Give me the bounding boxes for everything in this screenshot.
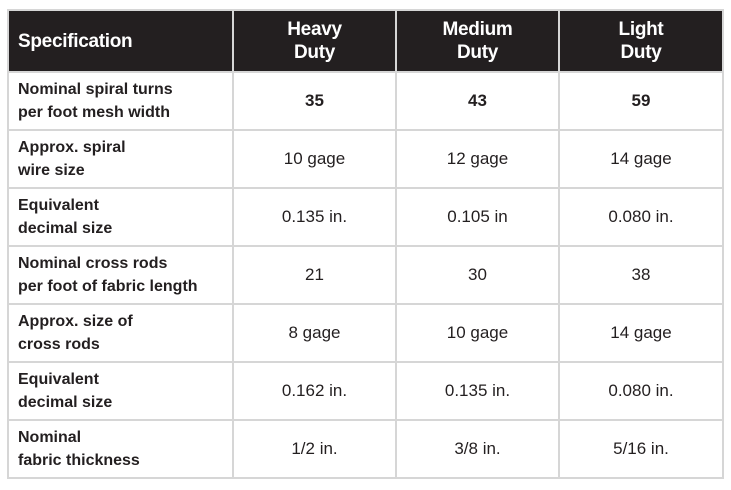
header-specification: Specification [7, 9, 234, 73]
cell-medium-duty: 10 gage [395, 303, 560, 363]
table-row: Approx. spiral wire size 10 gage 12 gage… [7, 129, 724, 189]
table-row: Equivalent decimal size 0.162 in. 0.135 … [7, 361, 724, 421]
cell-light-duty: 38 [558, 245, 724, 305]
row-label-line2: fabric thickness [18, 452, 140, 469]
cell-medium-duty: 3/8 in. [395, 419, 560, 479]
row-label-line1: Approx. spiral [18, 139, 126, 156]
row-label: Nominal cross rods per foot of fabric le… [7, 245, 234, 305]
header-light-duty-line2: Duty [620, 42, 662, 63]
cell-light-duty: 0.080 in. [558, 361, 724, 421]
row-label-line2: decimal size [18, 394, 113, 411]
cell-light-duty: 14 gage [558, 129, 724, 189]
table-row: Nominal fabric thickness 1/2 in. 3/8 in.… [7, 419, 724, 479]
cell-heavy-duty: 0.135 in. [232, 187, 397, 247]
table-row: Nominal cross rods per foot of fabric le… [7, 245, 724, 305]
cell-medium-duty: 0.105 in [395, 187, 560, 247]
row-label: Nominal spiral turns per foot mesh width [7, 71, 234, 131]
row-label-line2: wire size [18, 162, 85, 179]
table-row: Nominal spiral turns per foot mesh width… [7, 71, 724, 131]
row-label: Equivalent decimal size [7, 187, 234, 247]
header-heavy-duty-line2: Duty [293, 42, 336, 63]
row-label-line1: Equivalent [18, 371, 99, 388]
row-label-line1: Nominal cross rods [18, 255, 168, 272]
header-medium-duty: Medium Duty [395, 9, 560, 73]
header-light-duty: Light Duty [558, 9, 724, 73]
header-medium-duty-line1: Medium [442, 19, 513, 40]
cell-light-duty: 59 [558, 71, 724, 131]
cell-light-duty: 0.080 in. [558, 187, 724, 247]
table-row: Equivalent decimal size 0.135 in. 0.105 … [7, 187, 724, 247]
row-label-line2: per foot mesh width [18, 104, 170, 121]
row-label-line1: Nominal [18, 429, 82, 446]
header-light-duty-line1: Light [618, 19, 664, 40]
cell-heavy-duty: 0.162 in. [232, 361, 397, 421]
cell-heavy-duty: 8 gage [232, 303, 397, 363]
row-label: Approx. size of cross rods [7, 303, 234, 363]
row-label-line2: per foot of fabric length [18, 278, 198, 295]
spec-table-container: Specification Heavy Duty Medium Duty Lig… [7, 9, 724, 479]
header-heavy-duty: Heavy Duty [232, 9, 397, 73]
cell-medium-duty: 0.135 in. [395, 361, 560, 421]
header-row: Specification Heavy Duty Medium Duty Lig… [7, 9, 724, 73]
cell-heavy-duty: 35 [232, 71, 397, 131]
header-heavy-duty-line1: Heavy [287, 19, 342, 40]
row-label-line2: cross rods [18, 336, 100, 353]
row-label-line1: Nominal spiral turns [18, 81, 173, 98]
row-label: Equivalent decimal size [7, 361, 234, 421]
cell-light-duty: 14 gage [558, 303, 724, 363]
header-medium-duty-line2: Duty [456, 42, 499, 63]
cell-medium-duty: 43 [395, 71, 560, 131]
row-label-line1: Approx. size of [18, 313, 133, 330]
row-label-line1: Equivalent [18, 197, 99, 214]
row-label: Nominal fabric thickness [7, 419, 234, 479]
spec-table: Specification Heavy Duty Medium Duty Lig… [7, 9, 724, 479]
cell-medium-duty: 30 [395, 245, 560, 305]
cell-heavy-duty: 1/2 in. [232, 419, 397, 479]
row-label: Approx. spiral wire size [7, 129, 234, 189]
row-label-line2: decimal size [18, 220, 113, 237]
cell-light-duty: 5/16 in. [558, 419, 724, 479]
cell-heavy-duty: 21 [232, 245, 397, 305]
cell-medium-duty: 12 gage [395, 129, 560, 189]
table-row: Approx. size of cross rods 8 gage 10 gag… [7, 303, 724, 363]
cell-heavy-duty: 10 gage [232, 129, 397, 189]
